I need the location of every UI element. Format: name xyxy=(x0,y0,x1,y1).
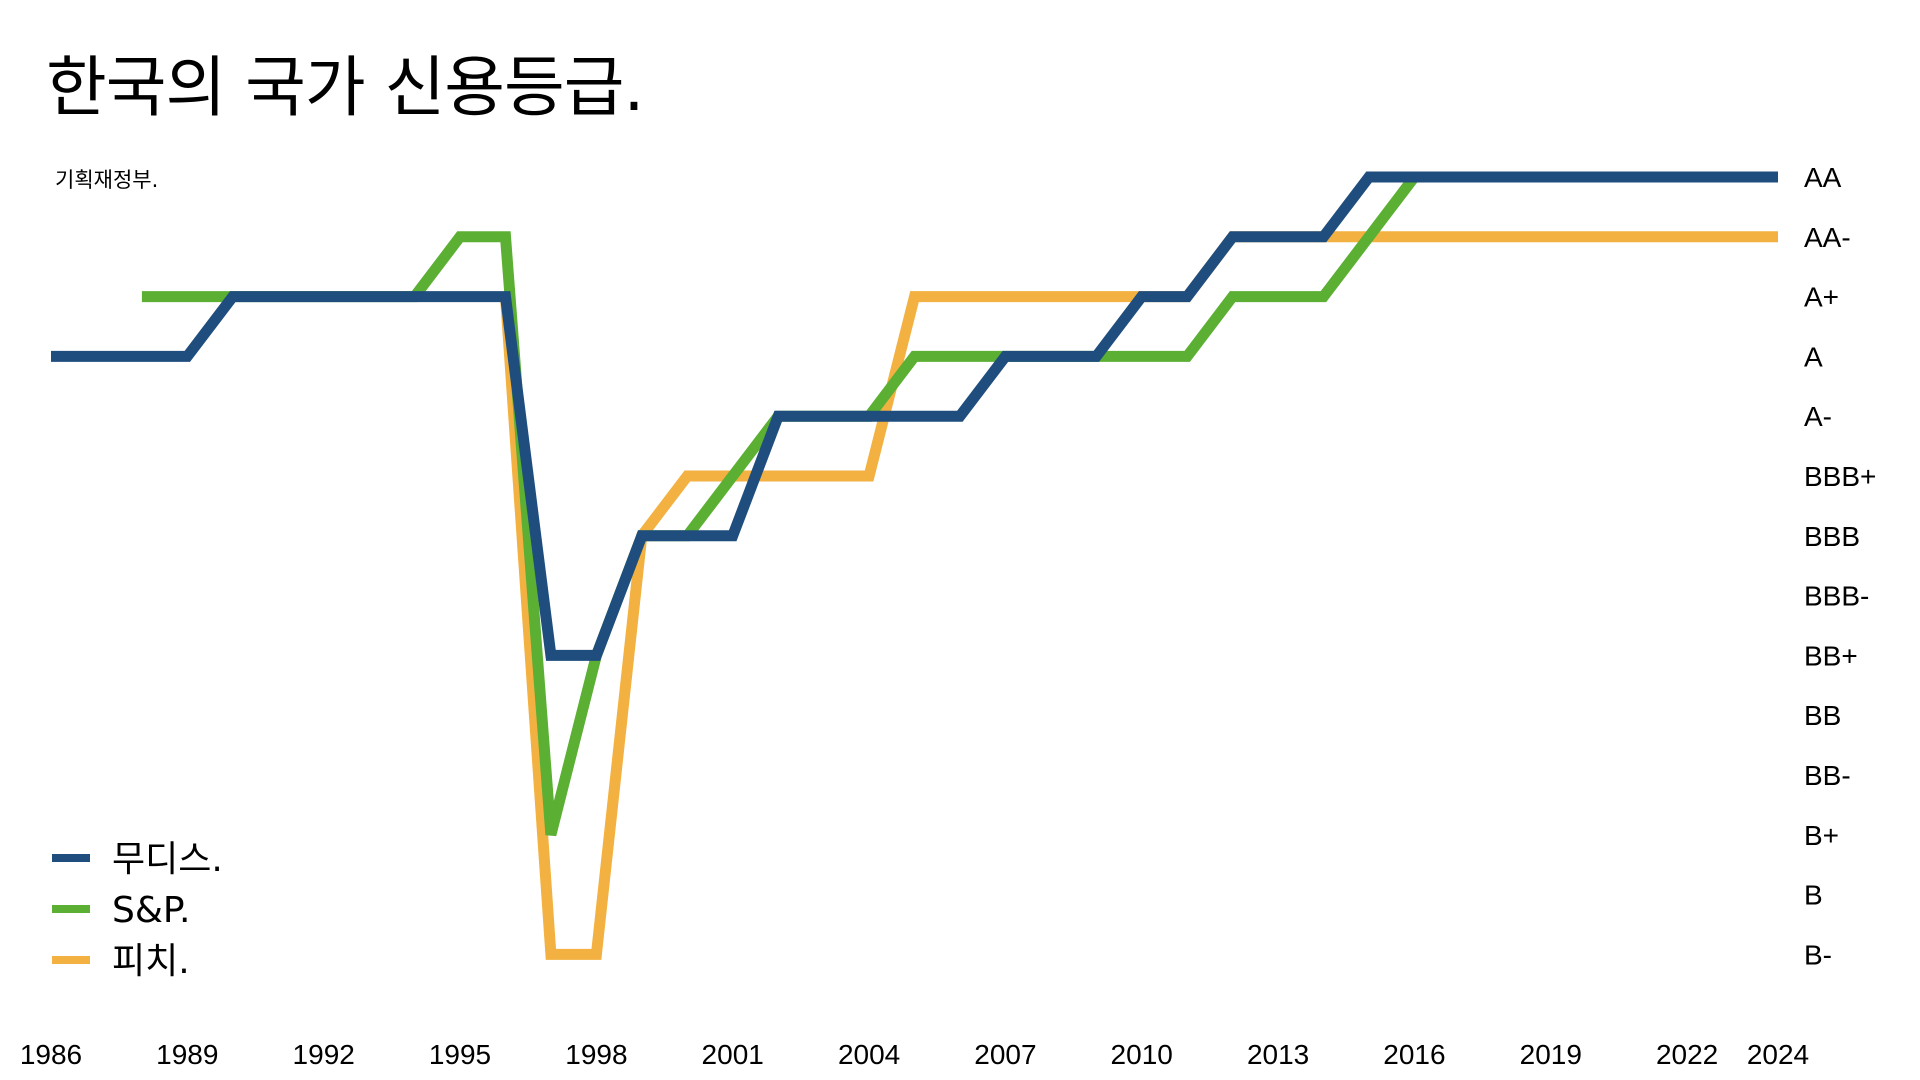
y-tick-label: A+ xyxy=(1804,282,1839,313)
legend-label-2: 피치. xyxy=(112,941,190,982)
y-tick-label: B+ xyxy=(1804,820,1839,851)
y-tick-label: A- xyxy=(1804,401,1832,432)
x-tick-label: 2010 xyxy=(1111,1039,1173,1070)
series-line-2 xyxy=(51,171,1778,661)
x-tick-label: 2024 xyxy=(1747,1039,1809,1070)
x-tick-label: 1998 xyxy=(565,1039,627,1070)
x-tick-label: 2016 xyxy=(1383,1039,1445,1070)
legend-label-1: S&P. xyxy=(112,890,190,931)
chart-subtitle: 기획재정부. xyxy=(55,168,159,192)
y-tick-label: A xyxy=(1804,341,1823,372)
y-tick-label: BBB- xyxy=(1804,581,1869,612)
x-tick-label: 1986 xyxy=(20,1039,82,1070)
x-tick-label: 2001 xyxy=(702,1039,764,1070)
y-tick-label: AA xyxy=(1804,162,1842,193)
series-line-0 xyxy=(500,231,1778,960)
y-tick-label: BB+ xyxy=(1804,640,1858,671)
y-tick-label: B xyxy=(1804,880,1823,911)
x-tick-label: 2004 xyxy=(838,1039,900,1070)
x-tick-label: 2007 xyxy=(974,1039,1036,1070)
x-tick-label: 2022 xyxy=(1656,1039,1718,1070)
legend: 무디스. S&P. 피치. xyxy=(52,839,223,982)
x-tick-label: 2019 xyxy=(1520,1039,1582,1070)
legend-label-0: 무디스. xyxy=(112,839,223,880)
chart-title: 한국의 국가 신용등급. xyxy=(46,49,644,126)
y-tick-label: AA- xyxy=(1804,222,1851,253)
y-tick-label: BBB+ xyxy=(1804,461,1876,492)
y-tick-label: BB- xyxy=(1804,760,1851,791)
x-axis-labels: 1986 1989 1992 1995 1998 2001 2004 2007 2010 2013… xyxy=(20,1039,1809,1070)
x-tick-label: 2013 xyxy=(1247,1039,1309,1070)
y-tick-label: BBB xyxy=(1804,521,1860,552)
y-tick-label: BB xyxy=(1804,700,1841,731)
x-tick-label: 1992 xyxy=(293,1039,355,1070)
x-tick-label: 1989 xyxy=(156,1039,218,1070)
y-tick-label: B- xyxy=(1804,939,1832,970)
x-tick-label: 1995 xyxy=(429,1039,491,1070)
series-line-1 xyxy=(141,171,1778,837)
series-layer xyxy=(51,171,1778,960)
